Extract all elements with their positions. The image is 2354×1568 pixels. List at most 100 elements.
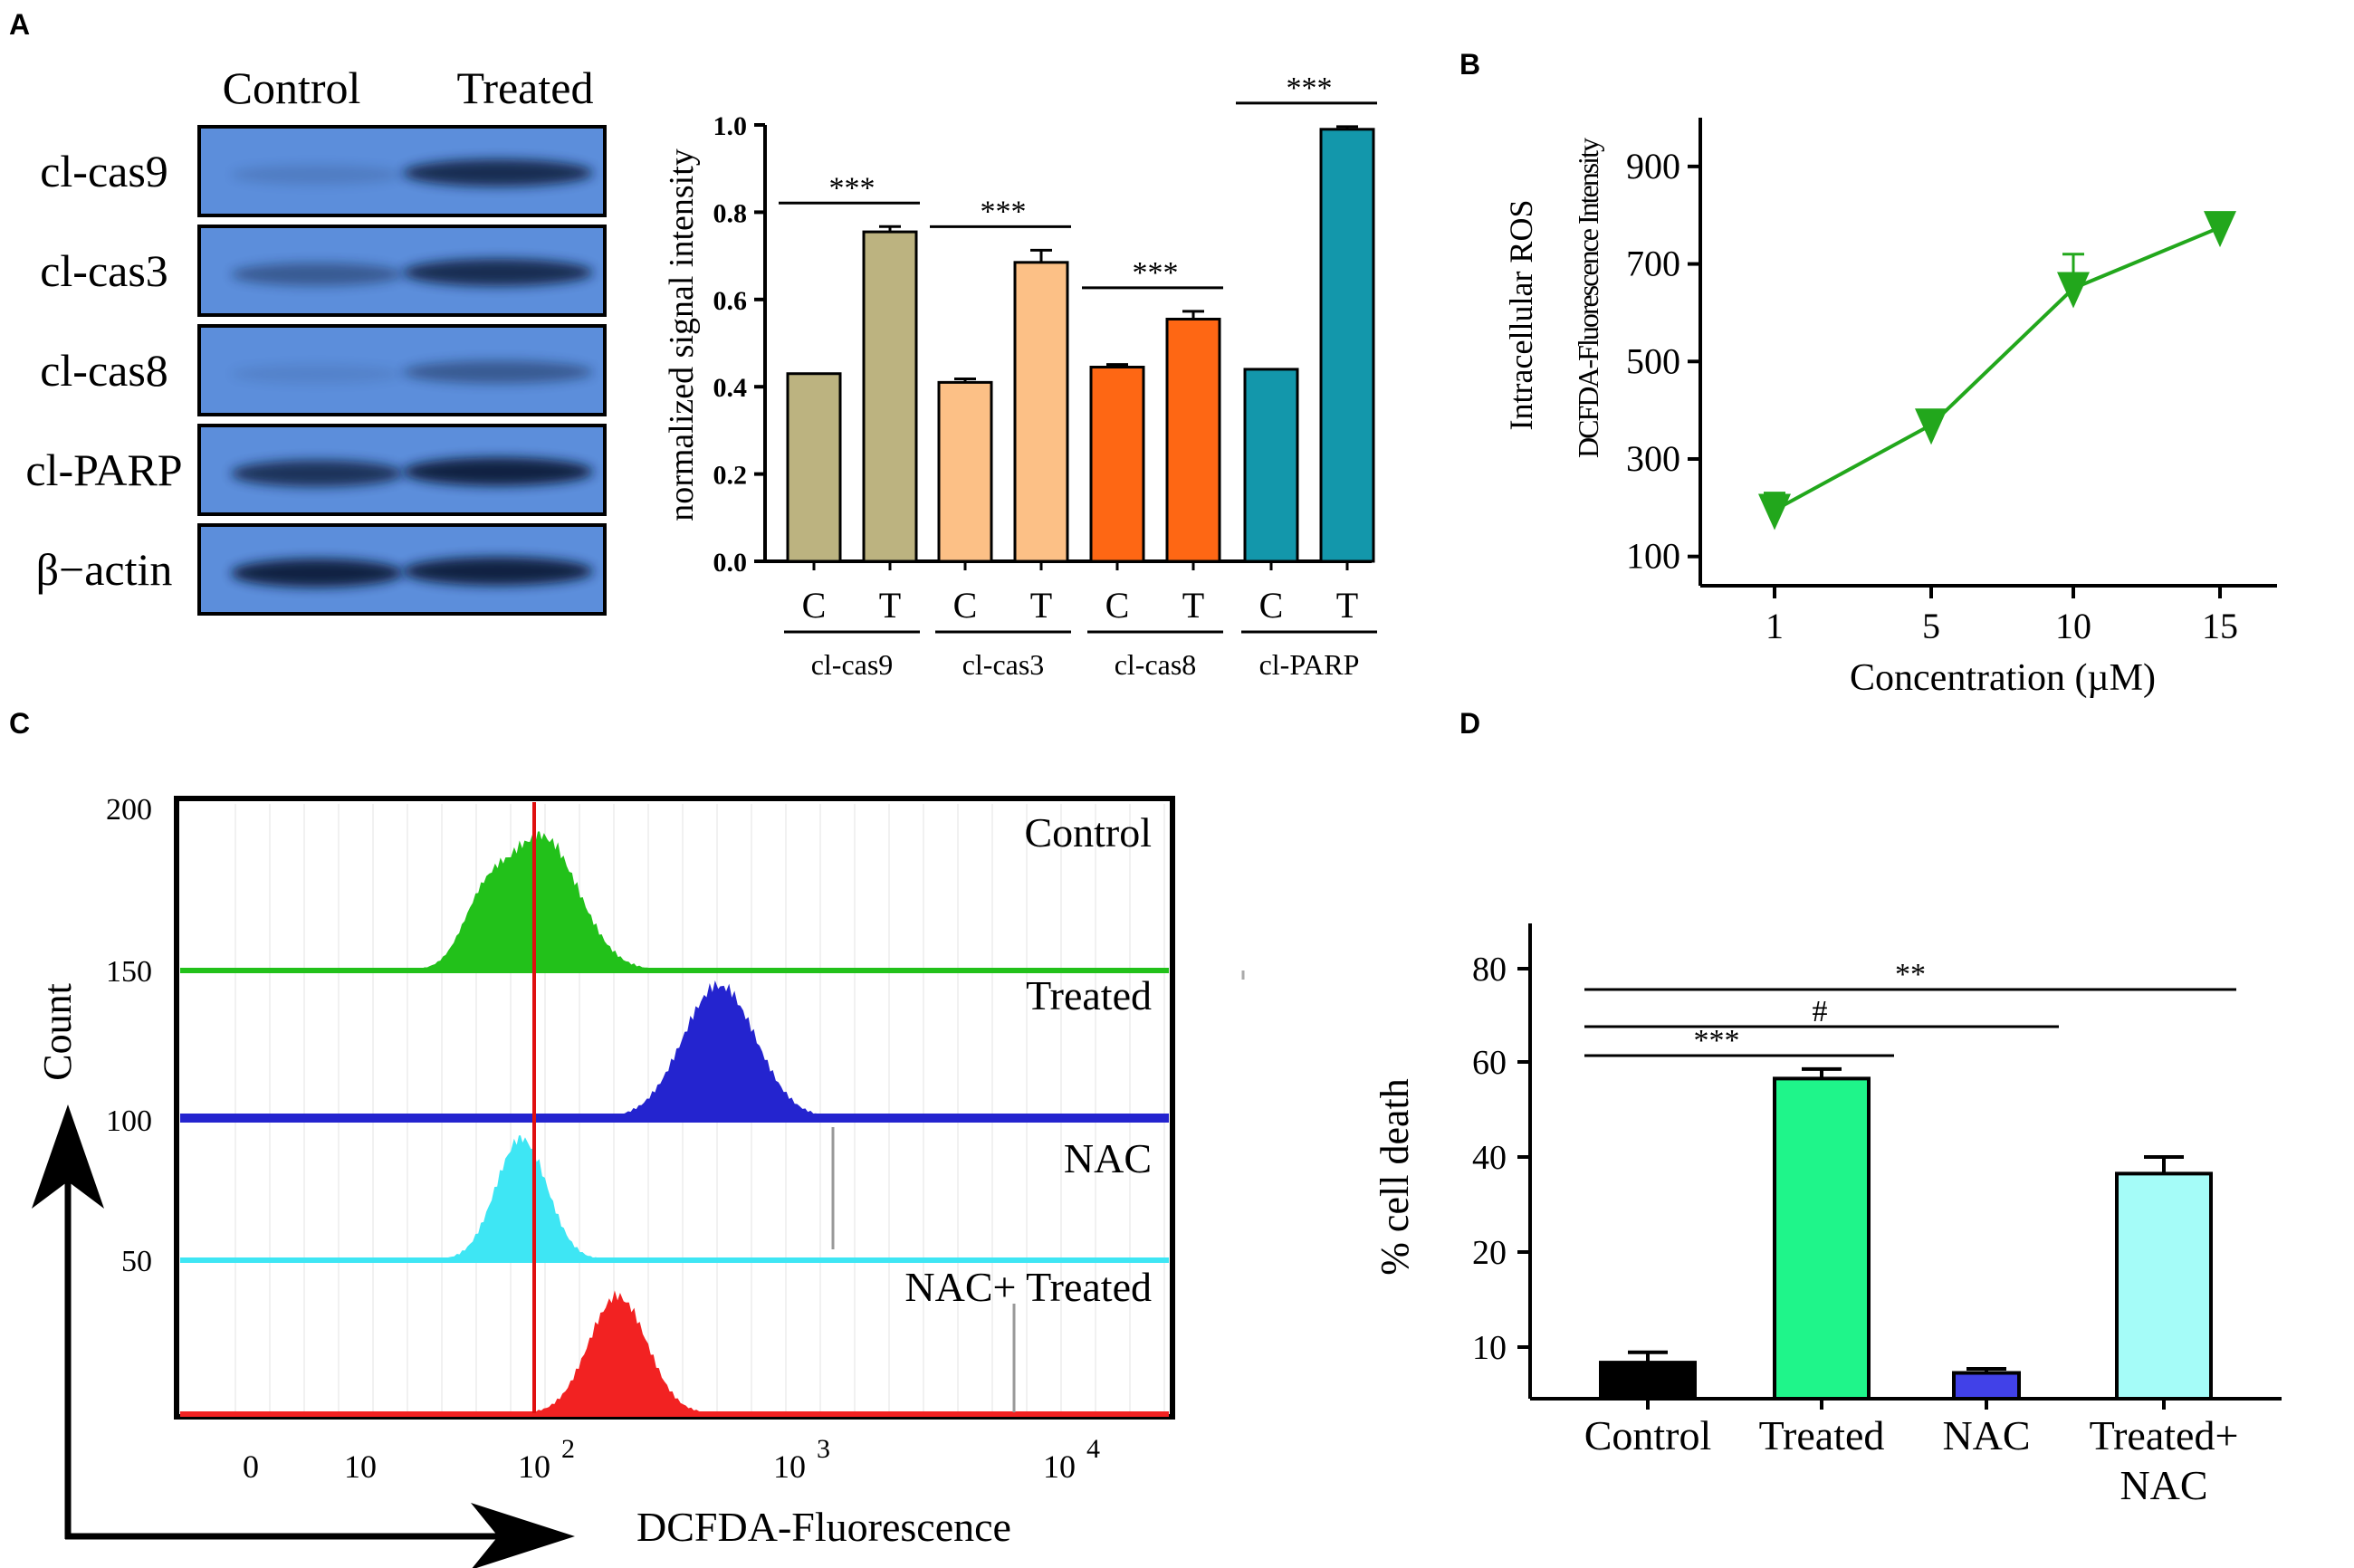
d-x-tick-label: Treated [1759,1412,1885,1458]
b-y-tick-label: 700 [1626,244,1680,284]
chart-a-signal-intensity: 0.0 0.2 0.4 0.6 0.8 1.0 normalized signal inte… [663,72,1377,681]
c-y-tick-label: 50 [121,1245,152,1278]
d-y-tick-label: 60 [1472,1044,1507,1082]
a-group-label: cl-cas9 [811,648,894,681]
c-y-axis-label: Count [35,983,80,1081]
blot-label: cl-cas8 [40,345,168,396]
c-series-label: Control [1024,809,1152,856]
d-bar-Control [1599,1361,1697,1401]
d-bar-Treated [2115,1171,2213,1401]
b-marker [1915,408,1947,445]
d-x-tick-label: NAC [1942,1412,2030,1458]
a-sig-label: *** [1133,256,1179,290]
a-x-tick-label: T [879,585,901,626]
a-sig-label: *** [981,195,1027,228]
band-treated [403,158,593,187]
c-y-arrow-head [32,1104,104,1209]
a-bar-cl-cas3-T [1013,261,1069,563]
c-series-label: NAC+ Treated [904,1264,1152,1310]
d-y-tick-label: 20 [1472,1234,1507,1272]
a-y-tick-label: 1.0 [713,111,748,141]
panel-letter-d: D [1459,707,1480,740]
a-group-label: cl-PARP [1259,648,1360,681]
c-x-tick-label: 10 [1043,1448,1076,1485]
c-x-tick-exponent: 4 [1086,1434,1100,1464]
b-y-tick-label: 300 [1626,438,1680,479]
a-bar-cl-cas9-C [786,372,842,563]
d-x-tick-label: Control [1584,1412,1712,1458]
d-comparison-label: ** [1895,958,1926,991]
a-group-label: cl-cas3 [962,648,1045,681]
a-bar-cl-cas8-T [1165,317,1221,563]
blot-label: cl-cas9 [40,146,168,196]
blot-label: cl-cas3 [40,245,168,296]
b-y-tick-label: 500 [1626,340,1680,381]
b-y-tick-label: 100 [1626,536,1680,577]
c-y-tick-label: 150 [106,955,152,989]
band-control [231,263,403,286]
a-x-tick-label: T [1030,585,1052,626]
a-x-tick-label: C [953,585,978,626]
panel-letter-c: C [9,707,30,740]
a-bar-cl-cas8-C [1089,366,1145,563]
a-bar-cl-cas9-T [862,230,918,563]
chart-d-cell-death: 10 20 40 60 80 % cell death Control Treated NAC T… [1373,923,2282,1508]
b-marker [2057,272,2090,309]
a-sig-label: *** [829,171,876,205]
a-x-tick-label: T [1336,585,1358,626]
a-y-tick-label: 0.0 [713,548,748,578]
b-y-tick-label: 900 [1626,146,1680,186]
blot-label: cl-PARP [25,445,182,495]
band-control [231,165,403,185]
a-y-tick-label: 0.6 [713,286,748,316]
c-x-tick-label: 10 [518,1448,550,1485]
c-x-axis-label: DCFDA-Fluorescence [636,1504,1011,1550]
band-treated [403,457,593,486]
panel-letter-b: B [1459,48,1480,81]
western-blot: Control Treated cl-cas9 cl-cas3 cl-cas8 cl-… [25,62,607,616]
blot-header-control: Control [223,62,361,113]
b-x-tick-label: 1 [1766,606,1784,646]
c-series-label: NAC [1064,1135,1152,1181]
blot-header-treated: Treated [457,62,594,113]
c-x-arrow-head [471,1503,575,1568]
c-x-tick-exponent: 3 [817,1434,830,1464]
band-control [231,460,403,487]
d-comparison-label: *** [1694,1024,1740,1057]
a-x-tick-label: C [1259,585,1284,626]
d-bar-NAC [1952,1371,2021,1401]
c-series-label: Treated [1026,972,1152,1018]
d-bar-Treated [1773,1076,1871,1401]
a-bar-cl-PARP-T [1319,128,1375,563]
d-y-tick-label: 40 [1472,1139,1507,1177]
d-x-tick-label: Treated+ [2090,1412,2239,1458]
d-y-axis-label: % cell death [1373,1078,1417,1275]
a-bar-cl-PARP-C [1243,368,1299,563]
a-x-tick-label: T [1182,585,1204,626]
c-x-tick-exponent: 2 [561,1434,575,1464]
blot-label: β−actin [36,544,173,595]
band-treated [403,258,593,287]
band-control [231,364,403,384]
a-y-tick-label: 0.2 [713,461,748,491]
b-marker [1758,493,1791,531]
b-x-tick-label: 10 [2055,606,2091,646]
panel-letter-a: A [9,8,30,41]
a-y-tick-label: 0.8 [713,198,748,228]
band-treated [403,557,593,586]
a-x-tick-label: C [802,585,827,626]
d-comparison-label: # [1813,995,1828,1028]
b-y-axis-label-line1: Intracellular ROS [1503,200,1539,431]
c-x-tick-label: 10 [344,1448,377,1485]
d-y-tick-label: 80 [1472,951,1507,989]
c-x-tick-label: 10 [773,1448,806,1485]
a-sig-label: *** [1287,72,1333,105]
band-treated [403,360,593,384]
d-y-tick-label: 10 [1472,1329,1507,1367]
b-x-tick-label: 5 [1922,606,1940,646]
a-bar-cl-cas3-C [937,380,993,563]
b-x-tick-label: 15 [2202,606,2238,646]
